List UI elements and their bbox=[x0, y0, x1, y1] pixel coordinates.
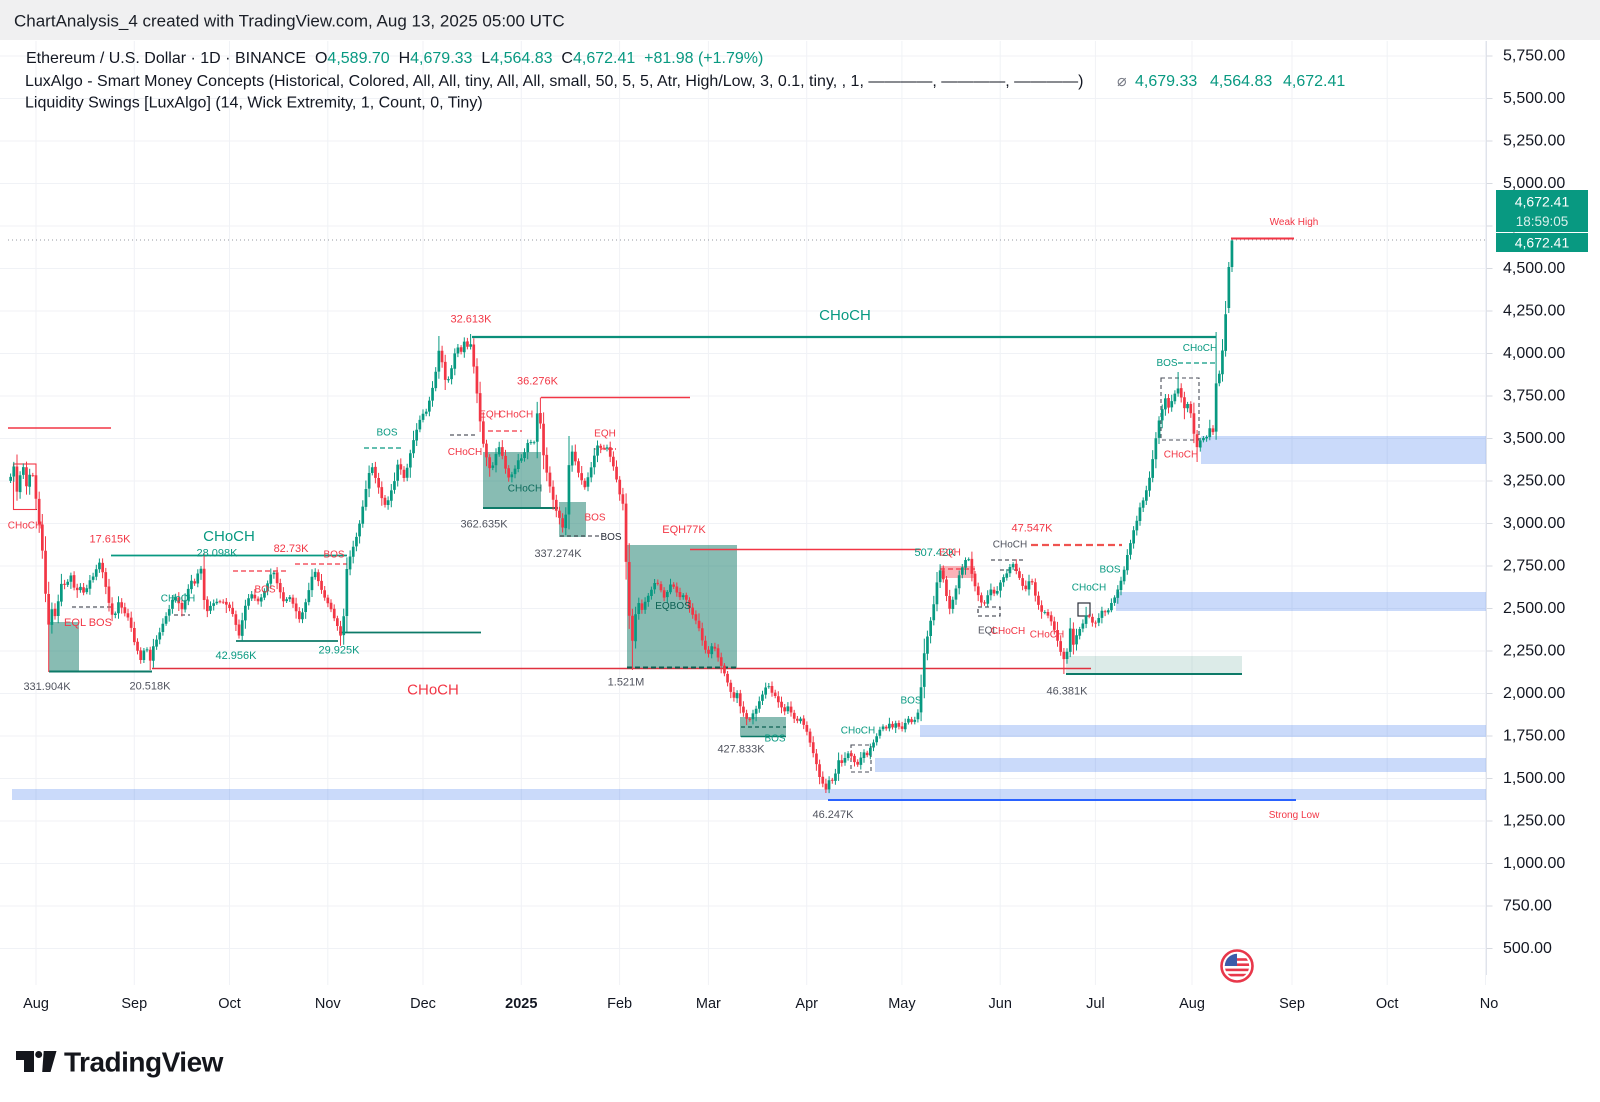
svg-text:BOS: BOS bbox=[1099, 565, 1120, 576]
svg-text:4,000.00: 4,000.00 bbox=[1503, 345, 1565, 362]
svg-text:Oct: Oct bbox=[1376, 996, 1399, 1012]
svg-text:EQH: EQH bbox=[594, 429, 616, 440]
svg-text:CHoCH: CHoCH bbox=[1030, 630, 1064, 641]
svg-text:46.381K: 46.381K bbox=[1047, 686, 1089, 698]
svg-text:Strong Low: Strong Low bbox=[1269, 810, 1320, 821]
svg-text:EQH77K: EQH77K bbox=[662, 524, 706, 536]
svg-text:EQL: EQL bbox=[978, 626, 998, 637]
svg-text:CHoCH: CHoCH bbox=[1072, 583, 1106, 594]
svg-text:CHoCH: CHoCH bbox=[203, 528, 255, 545]
svg-text:Liquidity Swings [LuxAlgo] (14: Liquidity Swings [LuxAlgo] (14, Wick Ext… bbox=[25, 95, 483, 112]
svg-text:750.00: 750.00 bbox=[1503, 898, 1552, 915]
svg-text:CHoCH: CHoCH bbox=[161, 594, 195, 605]
svg-text:36.276K: 36.276K bbox=[517, 376, 559, 388]
svg-text:5,500.00: 5,500.00 bbox=[1503, 90, 1565, 107]
svg-text:2,750.00: 2,750.00 bbox=[1503, 558, 1565, 575]
svg-text:20.518K: 20.518K bbox=[130, 681, 172, 693]
svg-text:CHoCH: CHoCH bbox=[819, 307, 871, 324]
svg-text:Weak High: Weak High bbox=[1270, 217, 1319, 228]
svg-text:CHoCH: CHoCH bbox=[448, 447, 482, 458]
svg-text:Sep: Sep bbox=[1279, 996, 1305, 1012]
svg-text:BOS: BOS bbox=[323, 550, 344, 561]
svg-text:BOS: BOS bbox=[584, 513, 605, 524]
svg-text:4,672.41: 4,672.41 bbox=[1515, 235, 1570, 251]
svg-text:32.613K: 32.613K bbox=[451, 314, 493, 326]
svg-text:Apr: Apr bbox=[795, 996, 818, 1012]
svg-text:1.521M: 1.521M bbox=[608, 677, 645, 689]
svg-text:331.904K: 331.904K bbox=[23, 681, 71, 693]
svg-text:CHoCH: CHoCH bbox=[8, 521, 42, 532]
svg-text:4,250.00: 4,250.00 bbox=[1503, 303, 1565, 320]
svg-text:42.956K: 42.956K bbox=[216, 650, 258, 662]
svg-text:CHoCH: CHoCH bbox=[1164, 450, 1198, 461]
svg-text:2025: 2025 bbox=[505, 996, 537, 1012]
svg-text:Aug: Aug bbox=[23, 996, 49, 1012]
svg-text:Ethereum / U.S. Dollar · 1D ·: Ethereum / U.S. Dollar · 1D · BINANCE O4… bbox=[26, 50, 763, 67]
svg-text:EQL BOS: EQL BOS bbox=[64, 617, 112, 629]
svg-text:Mar: Mar bbox=[696, 996, 721, 1012]
svg-text:CHoCH: CHoCH bbox=[407, 682, 459, 699]
svg-text:3,500.00: 3,500.00 bbox=[1503, 430, 1565, 447]
svg-text:CHoCH: CHoCH bbox=[499, 410, 533, 421]
svg-text:29.925K: 29.925K bbox=[319, 645, 361, 657]
svg-text:18:59:05: 18:59:05 bbox=[1516, 214, 1569, 229]
svg-text:Aug: Aug bbox=[1179, 996, 1205, 1012]
svg-text:BOS: BOS bbox=[1156, 358, 1177, 369]
svg-text:BOS: BOS bbox=[764, 734, 785, 745]
svg-text:1,750.00: 1,750.00 bbox=[1503, 728, 1565, 745]
svg-text:1,250.00: 1,250.00 bbox=[1503, 813, 1565, 830]
svg-text:Oct: Oct bbox=[218, 996, 241, 1012]
svg-text:2,000.00: 2,000.00 bbox=[1503, 685, 1565, 702]
svg-text:500.00: 500.00 bbox=[1503, 940, 1552, 957]
svg-text:427.833K: 427.833K bbox=[717, 744, 765, 756]
svg-text:17.615K: 17.615K bbox=[90, 534, 132, 546]
svg-text:5,250.00: 5,250.00 bbox=[1503, 133, 1565, 150]
svg-text:BOS: BOS bbox=[376, 428, 397, 439]
svg-text:1,000.00: 1,000.00 bbox=[1503, 855, 1565, 872]
svg-text:Jun: Jun bbox=[989, 996, 1012, 1012]
svg-text:4,500.00: 4,500.00 bbox=[1503, 260, 1565, 277]
svg-text:507.42K: 507.42K bbox=[915, 547, 957, 559]
svg-text:47.547K: 47.547K bbox=[1012, 523, 1054, 535]
svg-text:EQH: EQH bbox=[939, 548, 961, 559]
svg-text:362.635K: 362.635K bbox=[460, 519, 508, 531]
svg-text:4,672.41: 4,672.41 bbox=[1515, 194, 1570, 210]
svg-text:Jul: Jul bbox=[1086, 996, 1105, 1012]
svg-text:Sep: Sep bbox=[121, 996, 147, 1012]
svg-text:1,500.00: 1,500.00 bbox=[1503, 770, 1565, 787]
svg-text:3,750.00: 3,750.00 bbox=[1503, 388, 1565, 405]
svg-text:82.73K: 82.73K bbox=[274, 543, 310, 555]
svg-text:2,250.00: 2,250.00 bbox=[1503, 643, 1565, 660]
svg-text:BOS: BOS bbox=[900, 696, 921, 707]
svg-text:CHoCH: CHoCH bbox=[841, 726, 875, 737]
svg-text:EQBOS: EQBOS bbox=[655, 601, 691, 612]
svg-text:Nov: Nov bbox=[315, 996, 342, 1012]
svg-text:CHoCH: CHoCH bbox=[991, 626, 1025, 637]
svg-text:Dec: Dec bbox=[410, 996, 436, 1012]
svg-text:EQH: EQH bbox=[479, 410, 501, 421]
svg-text:BOS: BOS bbox=[254, 585, 275, 596]
svg-text:3,000.00: 3,000.00 bbox=[1503, 515, 1565, 532]
svg-text:337.274K: 337.274K bbox=[534, 548, 582, 560]
svg-text:LuxAlgo - Smart Money Concepts: LuxAlgo - Smart Money Concepts (Historic… bbox=[25, 73, 1345, 90]
svg-text:TradingView: TradingView bbox=[64, 1047, 224, 1078]
svg-text:5,750.00: 5,750.00 bbox=[1503, 48, 1565, 65]
svg-text:Feb: Feb bbox=[607, 996, 632, 1012]
svg-text:2,500.00: 2,500.00 bbox=[1503, 600, 1565, 617]
svg-text:No: No bbox=[1480, 996, 1499, 1012]
svg-text:28.098K: 28.098K bbox=[197, 548, 239, 560]
svg-text:BOS: BOS bbox=[600, 532, 621, 543]
svg-text:3,250.00: 3,250.00 bbox=[1503, 473, 1565, 490]
svg-text:CHoCH: CHoCH bbox=[508, 484, 542, 495]
svg-text:ChartAnalysis_4 created with T: ChartAnalysis_4 created with TradingView… bbox=[14, 12, 565, 31]
svg-text:May: May bbox=[888, 996, 916, 1012]
svg-text:CHoCH: CHoCH bbox=[993, 540, 1027, 551]
svg-text:CHoCH: CHoCH bbox=[1183, 343, 1217, 354]
svg-text:5,000.00: 5,000.00 bbox=[1503, 175, 1565, 192]
svg-text:46.247K: 46.247K bbox=[813, 809, 855, 821]
